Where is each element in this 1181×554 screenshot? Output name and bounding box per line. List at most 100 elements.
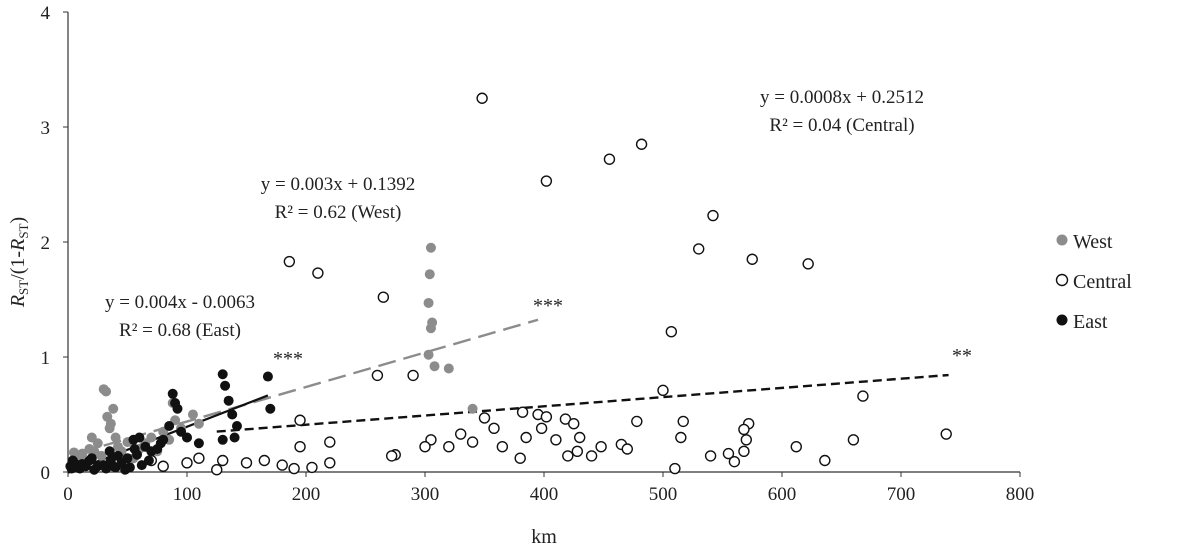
r2-central: R² = 0.04 (Central) xyxy=(769,115,914,136)
point-central xyxy=(746,253,758,265)
point-east xyxy=(122,453,133,464)
point-central xyxy=(520,431,532,444)
point-west xyxy=(110,432,121,443)
point-central xyxy=(704,450,717,462)
point-central xyxy=(455,428,467,440)
y-label-r1: R xyxy=(7,295,29,308)
significance-east: *** xyxy=(273,348,303,370)
point-east xyxy=(86,453,97,464)
point-central xyxy=(847,434,860,446)
equation-central: y = 0.0008x + 0.2512 xyxy=(760,87,924,108)
r2-west: R² = 0.62 (West) xyxy=(275,202,402,223)
point-central xyxy=(294,441,306,453)
point-west xyxy=(429,361,440,372)
x-tick-label: 700 xyxy=(887,484,916,505)
point-central xyxy=(571,445,584,457)
point-central xyxy=(193,452,205,464)
point-west xyxy=(146,432,157,443)
axes xyxy=(67,12,1020,473)
point-west xyxy=(423,349,434,360)
point-central xyxy=(478,412,491,424)
point-central xyxy=(283,255,296,268)
point-central xyxy=(562,450,574,462)
point-central xyxy=(550,434,562,446)
point-central xyxy=(466,436,479,448)
y-tick-label: 0 xyxy=(41,463,51,484)
trendline-central xyxy=(216,373,949,433)
point-central xyxy=(258,454,271,467)
trendline-west xyxy=(103,318,539,447)
y-label-mid: /(1- xyxy=(7,251,29,280)
point-east xyxy=(132,449,143,460)
point-central xyxy=(385,450,398,462)
legend: West Central East xyxy=(1055,231,1132,333)
point-central xyxy=(419,441,431,453)
point-central xyxy=(288,462,300,475)
point-east xyxy=(217,434,228,445)
x-tick-label: 400 xyxy=(530,484,559,505)
point-west xyxy=(96,450,107,461)
point-central xyxy=(631,415,643,428)
point-east xyxy=(104,446,115,457)
point-central xyxy=(516,406,529,418)
point-central xyxy=(603,153,616,165)
point-central xyxy=(635,138,648,150)
point-central xyxy=(728,455,741,468)
x-tick-label: 0 xyxy=(63,484,73,505)
trendlines xyxy=(67,318,949,474)
point-central xyxy=(306,461,318,474)
point-central xyxy=(707,209,719,222)
y-ticks: 0 1 2 3 4 xyxy=(41,3,68,484)
point-east xyxy=(172,403,183,414)
y-tick-label: 1 xyxy=(41,348,51,369)
point-central xyxy=(514,452,526,464)
x-tick-label: 800 xyxy=(1006,484,1035,505)
point-central xyxy=(476,92,488,104)
point-east xyxy=(217,369,228,380)
point-central xyxy=(312,267,324,279)
point-central xyxy=(665,326,678,338)
y-label-r2: R xyxy=(7,239,29,252)
point-central xyxy=(677,415,689,428)
point-central xyxy=(568,418,580,430)
point-central xyxy=(585,450,598,462)
x-ticks: 0 100 200 300 400 500 600 700 800 xyxy=(63,472,1034,505)
x-tick-label: 600 xyxy=(768,484,797,505)
y-tick-label: 4 xyxy=(41,3,51,24)
point-central xyxy=(324,436,336,448)
point-west xyxy=(105,418,116,429)
point-central xyxy=(819,454,831,467)
point-west xyxy=(425,242,436,253)
point-central xyxy=(574,431,586,444)
point-east xyxy=(262,371,273,382)
point-central xyxy=(181,457,193,469)
legend-marker-west xyxy=(1056,234,1068,246)
point-central xyxy=(443,441,455,453)
point-west xyxy=(77,448,88,459)
point-east xyxy=(164,421,175,431)
point-central xyxy=(740,434,752,446)
x-tick-label: 200 xyxy=(292,484,321,505)
point-west xyxy=(443,363,454,374)
point-central xyxy=(240,457,253,469)
legend-marker-central xyxy=(1055,273,1069,287)
point-west xyxy=(92,438,103,449)
point-central xyxy=(294,414,306,426)
legend-label-west: West xyxy=(1073,231,1113,253)
point-east xyxy=(124,462,135,473)
point-central xyxy=(738,445,750,457)
point-central xyxy=(857,390,869,402)
legend-marker-east xyxy=(1056,314,1068,326)
point-central xyxy=(621,443,633,455)
point-east xyxy=(227,409,238,420)
point-east xyxy=(229,432,240,443)
x-tick-label: 100 xyxy=(173,484,202,505)
significance-central: ** xyxy=(952,345,972,367)
point-central xyxy=(488,422,500,434)
equation-west: y = 0.003x + 0.1392 xyxy=(261,174,415,195)
point-central xyxy=(738,423,750,436)
point-central xyxy=(216,454,229,467)
point-west xyxy=(101,386,112,397)
point-west xyxy=(467,403,478,414)
annotations: y = 0.003x + 0.1392 R² = 0.62 (West) *** y … xyxy=(105,87,972,370)
